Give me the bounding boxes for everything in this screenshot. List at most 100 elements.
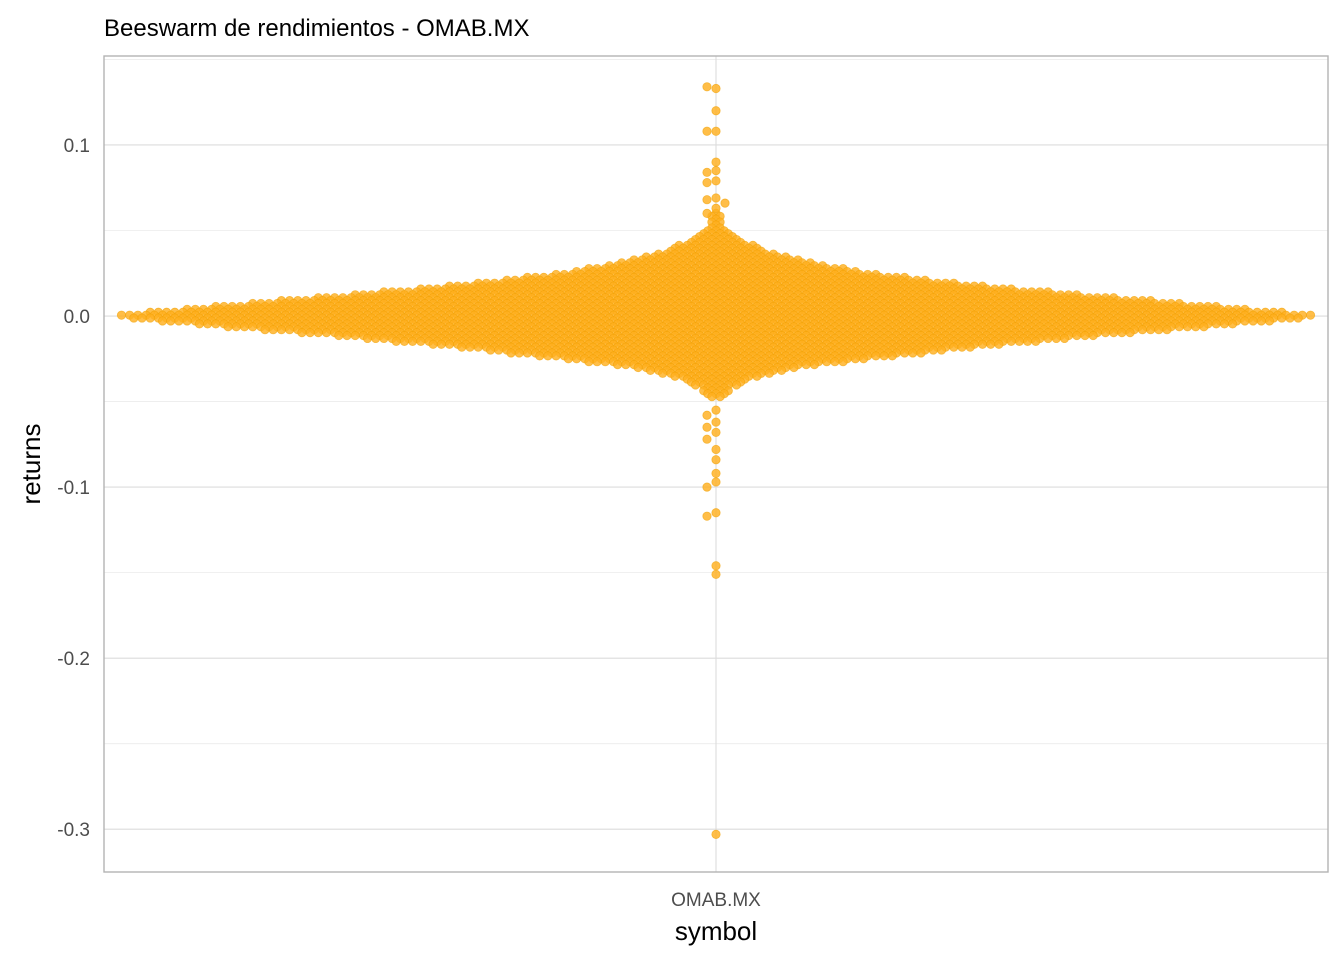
- data-point: [711, 166, 721, 176]
- data-point: [1043, 333, 1053, 344]
- data-point: [1146, 325, 1156, 335]
- data-point: [711, 106, 721, 116]
- plot-panel: [103, 55, 1329, 873]
- data-point: [494, 345, 504, 355]
- data-point: [1305, 310, 1316, 320]
- data-point: [551, 351, 561, 361]
- data-point: [711, 203, 721, 213]
- data-point: [830, 357, 840, 367]
- data-point: [166, 316, 176, 326]
- data-point: [592, 357, 602, 367]
- data-point: [789, 362, 799, 373]
- data-point: [116, 310, 127, 320]
- data-point: [977, 339, 988, 349]
- data-point: [986, 339, 996, 349]
- data-point: [428, 339, 438, 349]
- data-point: [752, 371, 762, 381]
- y-tick-label: -0.1: [57, 478, 90, 499]
- data-point: [157, 316, 168, 326]
- data-point: [711, 157, 721, 167]
- data-point: [711, 561, 721, 571]
- data-point: [711, 444, 721, 455]
- data-point: [936, 345, 947, 355]
- data-point: [1191, 322, 1201, 332]
- data-point: [379, 333, 389, 344]
- data-point: [1219, 319, 1230, 329]
- data-point: [1031, 336, 1041, 346]
- data-point: [670, 371, 680, 381]
- data-point: [473, 342, 483, 352]
- data-point: [887, 351, 897, 361]
- data-point: [711, 193, 721, 203]
- data-point: [1182, 322, 1193, 332]
- data-point: [711, 829, 721, 839]
- data-point: [182, 316, 192, 326]
- data-point: [928, 345, 938, 355]
- data-point: [1256, 316, 1266, 326]
- data-point: [485, 345, 496, 355]
- data-point: [1199, 322, 1209, 332]
- data-point: [711, 569, 721, 579]
- data-point: [391, 336, 401, 346]
- data-point: [297, 328, 307, 338]
- data-point: [268, 325, 278, 335]
- data-point: [137, 313, 147, 323]
- data-point: [702, 177, 712, 188]
- data-point: [203, 319, 213, 329]
- data-point: [702, 208, 712, 218]
- data-point: [711, 477, 721, 487]
- data-point: [1051, 333, 1061, 344]
- data-point: [506, 348, 516, 358]
- data-point: [994, 339, 1004, 349]
- data-point: [1248, 316, 1258, 326]
- data-point: [776, 365, 787, 376]
- data-point: [248, 322, 258, 332]
- data-point: [871, 351, 881, 361]
- data-point: [436, 339, 446, 349]
- data-point: [1125, 328, 1135, 338]
- data-point: [702, 482, 712, 492]
- data-point: [702, 195, 712, 205]
- data-point: [362, 333, 373, 344]
- data-point: [276, 325, 286, 335]
- data-point: [1277, 313, 1287, 323]
- data-point: [658, 368, 668, 378]
- data-point: [1137, 325, 1148, 335]
- data-point: [702, 126, 712, 136]
- data-point: [1059, 333, 1070, 344]
- data-point: [522, 348, 533, 358]
- y-tick-label: -0.3: [57, 820, 90, 841]
- data-point: [563, 354, 574, 364]
- x-axis-title: symbol: [675, 916, 757, 946]
- data-point: [231, 322, 241, 332]
- data-point: [457, 342, 467, 352]
- data-point: [465, 342, 475, 352]
- data-point: [965, 342, 975, 352]
- data-point: [720, 198, 730, 208]
- data-point: [702, 422, 712, 432]
- data-point: [822, 357, 832, 367]
- data-point: [584, 357, 594, 367]
- data-point: [1006, 336, 1016, 346]
- data-point: [145, 313, 155, 323]
- data-point: [211, 319, 221, 329]
- data-point: [702, 434, 712, 444]
- data-point: [633, 362, 643, 373]
- data-point: [1100, 328, 1111, 338]
- data-point: [801, 360, 811, 370]
- data-point: [731, 380, 742, 390]
- data-point: [702, 511, 712, 521]
- data-point: [223, 322, 233, 332]
- data-point: [899, 348, 910, 358]
- chart-title: Beeswarm de rendimientos - OMAB.MX: [104, 15, 529, 42]
- data-point: [342, 330, 352, 341]
- data-point: [702, 410, 712, 420]
- data-point: [416, 336, 426, 346]
- data-point: [702, 167, 712, 177]
- data-point: [711, 508, 721, 518]
- data-point: [1109, 328, 1119, 338]
- data-point: [1117, 328, 1127, 338]
- data-point: [313, 328, 323, 338]
- data-point: [916, 348, 926, 358]
- data-point: [711, 455, 721, 465]
